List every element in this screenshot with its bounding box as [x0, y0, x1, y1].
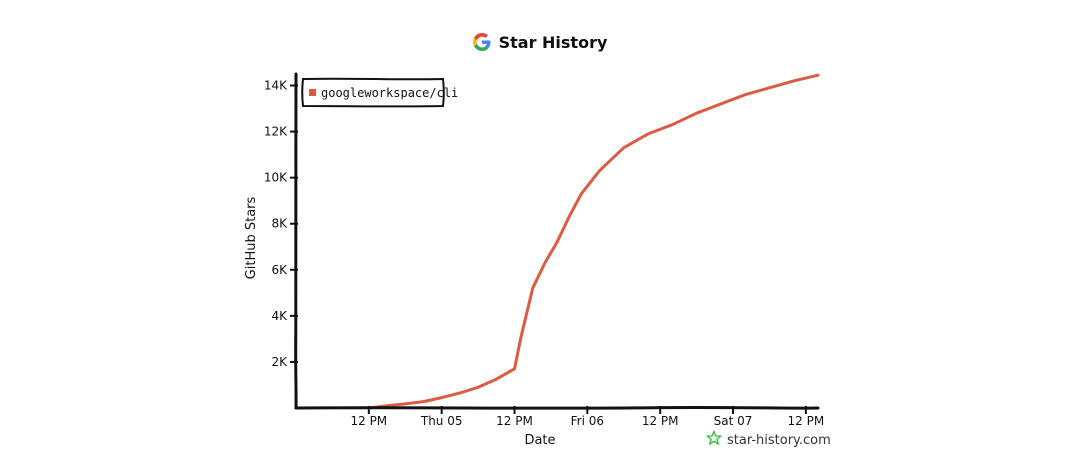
legend-box: [301, 77, 445, 108]
chart-header: Star History: [0, 28, 1080, 56]
legend-swatch: [309, 89, 316, 96]
footer-attribution: star-history.com: [706, 430, 831, 450]
x-tick-label: Fri 06: [571, 414, 604, 428]
y-tick-label: 8K: [271, 217, 288, 231]
y-tick-label: 6K: [271, 263, 288, 277]
y-axis-ticks: 2K 4K 6K 8K 10K 12K 14K: [264, 79, 298, 369]
y-tick-label: 10K: [264, 171, 288, 185]
x-tick-label: Thu 05: [420, 414, 463, 428]
x-axis-title: Date: [524, 433, 555, 448]
x-tick-label: 12 PM: [496, 414, 533, 428]
x-axis-line: [294, 405, 820, 410]
x-axis-ticks: 12 PM Thu 05 12 PM Fri 06 12 PM Sat 07 12 PM: [350, 406, 824, 428]
y-tick-label: 2K: [271, 355, 288, 369]
y-axis-title: GitHub Stars: [244, 196, 259, 279]
series-line-googleworkspace-cli: [367, 73, 820, 410]
x-tick-label: Sat 07: [714, 414, 753, 428]
y-tick-label: 4K: [271, 309, 288, 323]
x-tick-label: 12 PM: [642, 414, 679, 428]
y-tick-label: 14K: [264, 79, 288, 93]
y-tick-label: 12K: [264, 125, 288, 139]
google-g-icon: [472, 33, 491, 51]
x-tick-label: 12 PM: [788, 414, 825, 428]
star-icon: [706, 430, 722, 450]
legend: googleworkspace/cli: [301, 77, 458, 108]
footer-site-label: star-history.com: [727, 432, 831, 448]
x-tick-label: 12 PM: [350, 414, 387, 428]
legend-label: googleworkspace/cli: [321, 86, 458, 100]
chart-title: Star History: [498, 32, 608, 52]
